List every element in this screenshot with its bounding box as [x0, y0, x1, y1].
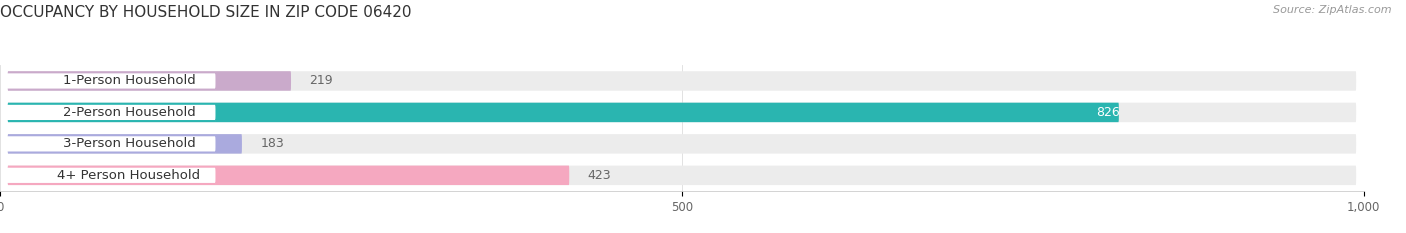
Text: 2-Person Household: 2-Person Household	[62, 106, 195, 119]
Text: 183: 183	[260, 137, 284, 150]
FancyBboxPatch shape	[7, 103, 1119, 122]
Text: 826: 826	[1095, 106, 1119, 119]
FancyBboxPatch shape	[7, 71, 291, 91]
FancyBboxPatch shape	[1, 131, 217, 156]
FancyBboxPatch shape	[7, 134, 242, 154]
Text: 3-Person Household: 3-Person Household	[62, 137, 195, 150]
FancyBboxPatch shape	[7, 166, 569, 185]
FancyBboxPatch shape	[1, 100, 217, 125]
Text: Source: ZipAtlas.com: Source: ZipAtlas.com	[1274, 5, 1392, 15]
FancyBboxPatch shape	[7, 71, 1357, 91]
Text: 219: 219	[309, 75, 333, 87]
FancyBboxPatch shape	[7, 103, 1357, 122]
FancyBboxPatch shape	[1, 69, 217, 93]
Text: OCCUPANCY BY HOUSEHOLD SIZE IN ZIP CODE 06420: OCCUPANCY BY HOUSEHOLD SIZE IN ZIP CODE …	[0, 5, 412, 20]
Text: 4+ Person Household: 4+ Person Household	[58, 169, 201, 182]
Text: 1-Person Household: 1-Person Household	[62, 75, 195, 87]
Text: 423: 423	[588, 169, 612, 182]
FancyBboxPatch shape	[7, 134, 1357, 154]
FancyBboxPatch shape	[7, 166, 1357, 185]
FancyBboxPatch shape	[1, 163, 217, 188]
